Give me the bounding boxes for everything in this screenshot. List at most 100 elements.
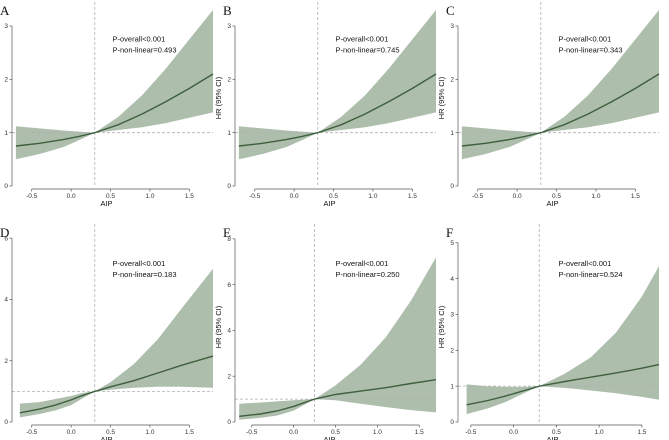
annotation: P-overall<0.001 xyxy=(559,35,612,44)
x-tick-label: 1.5 xyxy=(415,429,424,436)
y-axis-label: HR (95% CI) xyxy=(437,305,446,348)
hr-curve xyxy=(466,363,660,406)
x-axis-label: AIP xyxy=(100,435,112,440)
x-axis-label: AIP xyxy=(323,435,335,440)
hr-curve xyxy=(461,73,660,147)
panel-letter: F xyxy=(446,225,453,240)
hr-curve xyxy=(239,379,437,417)
x-tick-label: 1.5 xyxy=(185,429,194,436)
y-tick-label: 1 xyxy=(450,130,454,137)
x-axis-label: AIP xyxy=(323,199,335,208)
panel-letter: D xyxy=(0,225,9,240)
x-tick-label: -0.5 xyxy=(26,193,38,200)
y-tick-label: 6 xyxy=(4,235,8,242)
annotation: P-non-linear=0.343 xyxy=(559,46,623,55)
y-tick-label: 0 xyxy=(4,419,8,426)
x-tick-label: 1.5 xyxy=(631,193,640,200)
annotation: P-overall<0.001 xyxy=(113,35,166,44)
panel-e: 0 2 4 6 8 -0.5 0.0 0.5 1.0 1.5 AIP HR (95% CI) E P-ov… xyxy=(214,224,437,440)
x-tick-label: -0.5 xyxy=(472,193,484,200)
y-tick-label: 1 xyxy=(4,130,8,137)
y-tick-label: 4 xyxy=(227,328,231,335)
y-tick-label: 2 xyxy=(4,77,8,84)
x-tick-label: 0.0 xyxy=(67,193,76,200)
x-tick-label: 0.0 xyxy=(290,193,299,200)
annotation: P-overall<0.001 xyxy=(336,259,389,268)
x-tick-label: 0.5 xyxy=(106,193,115,200)
x-tick-label: 1.0 xyxy=(591,193,600,200)
annotation: P-overall<0.001 xyxy=(559,259,612,268)
x-tick-label: 0.5 xyxy=(552,429,561,436)
annotation: P-non-linear=0.745 xyxy=(336,46,400,55)
x-tick-label: 0.0 xyxy=(67,429,76,436)
x-tick-label: 0.0 xyxy=(513,193,522,200)
y-tick-label: 2 xyxy=(450,77,454,84)
panel-letter: E xyxy=(223,225,231,240)
ci-band xyxy=(466,266,659,415)
y-tick-label: 3 xyxy=(450,312,454,319)
annotation: P-non-linear=0.183 xyxy=(113,270,177,279)
panel-c: 0 1 2 3 -0.5 0.0 0.5 1.0 1.5 AIP HR (95% CI) C P-ove… xyxy=(437,2,660,208)
panel-letter: C xyxy=(446,3,455,18)
x-tick-label: 1.0 xyxy=(368,193,377,200)
x-tick-label: 1.0 xyxy=(373,429,382,436)
annotation: P-non-linear=0.524 xyxy=(559,270,623,279)
hr-curve xyxy=(19,355,214,414)
x-tick-label: 1.0 xyxy=(595,429,604,436)
y-tick-label: 4 xyxy=(450,276,454,283)
x-tick-label: 1.5 xyxy=(185,193,194,200)
ci-band xyxy=(239,257,436,420)
y-tick-label: 5 xyxy=(450,240,454,247)
panel-f: 0 1 2 3 4 5 -0.5 0.0 0.5 1.0 1.5 AIP HR (95% CI) F P-o… xyxy=(437,224,660,440)
x-tick-label: 0.5 xyxy=(106,429,115,436)
annotation: P-overall<0.001 xyxy=(336,35,389,44)
x-tick-label: -0.5 xyxy=(249,193,261,200)
x-tick-label: 0.0 xyxy=(289,429,298,436)
ci-band xyxy=(15,10,214,160)
y-axis-label: HR (95% CI) xyxy=(214,76,223,119)
y-tick-label: 2 xyxy=(4,358,8,365)
x-tick-label: 1.0 xyxy=(145,193,154,200)
y-tick-label: 3 xyxy=(227,23,231,30)
y-tick-label: 4 xyxy=(4,297,8,304)
x-tick-label: -0.5 xyxy=(26,429,38,436)
ci-band xyxy=(19,268,214,418)
y-tick-label: 0 xyxy=(4,183,8,190)
x-tick-label: 0.0 xyxy=(509,429,518,436)
annotation: P-non-linear=0.493 xyxy=(113,46,177,55)
x-tick-label: 0.5 xyxy=(329,193,338,200)
x-tick-label: 1.5 xyxy=(408,193,417,200)
panel-b: 0 1 2 3 -0.5 0.0 0.5 1.0 1.5 AIP HR (95% CI) B P-ove… xyxy=(214,2,437,208)
y-tick-label: 8 xyxy=(227,236,231,243)
y-tick-label: 0 xyxy=(450,183,454,190)
x-axis-label: AIP xyxy=(546,435,558,440)
y-tick-label: 2 xyxy=(227,77,231,84)
y-tick-label: 3 xyxy=(450,23,454,30)
panel-letter: B xyxy=(223,3,232,18)
hr-curve xyxy=(15,73,214,147)
hr-curve xyxy=(238,73,437,147)
y-tick-label: 0 xyxy=(227,419,231,426)
annotation: P-non-linear=0.250 xyxy=(336,270,400,279)
y-tick-label: 0 xyxy=(450,419,454,426)
y-tick-label: 2 xyxy=(450,348,454,355)
ci-band xyxy=(461,10,659,160)
y-tick-label: 1 xyxy=(227,130,231,137)
x-axis-label: AIP xyxy=(546,199,558,208)
y-tick-label: 1 xyxy=(450,383,454,390)
y-tick-label: 3 xyxy=(4,23,8,30)
x-tick-label: 1.5 xyxy=(637,429,646,436)
y-tick-label: 2 xyxy=(227,373,231,380)
x-tick-label: 0.5 xyxy=(331,429,340,436)
x-axis-label: AIP xyxy=(100,199,112,208)
x-tick-label: -0.5 xyxy=(246,429,258,436)
ci-band xyxy=(238,10,436,160)
y-tick-label: 6 xyxy=(227,282,231,289)
x-tick-label: 1.0 xyxy=(145,429,154,436)
x-tick-label: 0.5 xyxy=(552,193,561,200)
panel-letter: A xyxy=(0,3,10,18)
